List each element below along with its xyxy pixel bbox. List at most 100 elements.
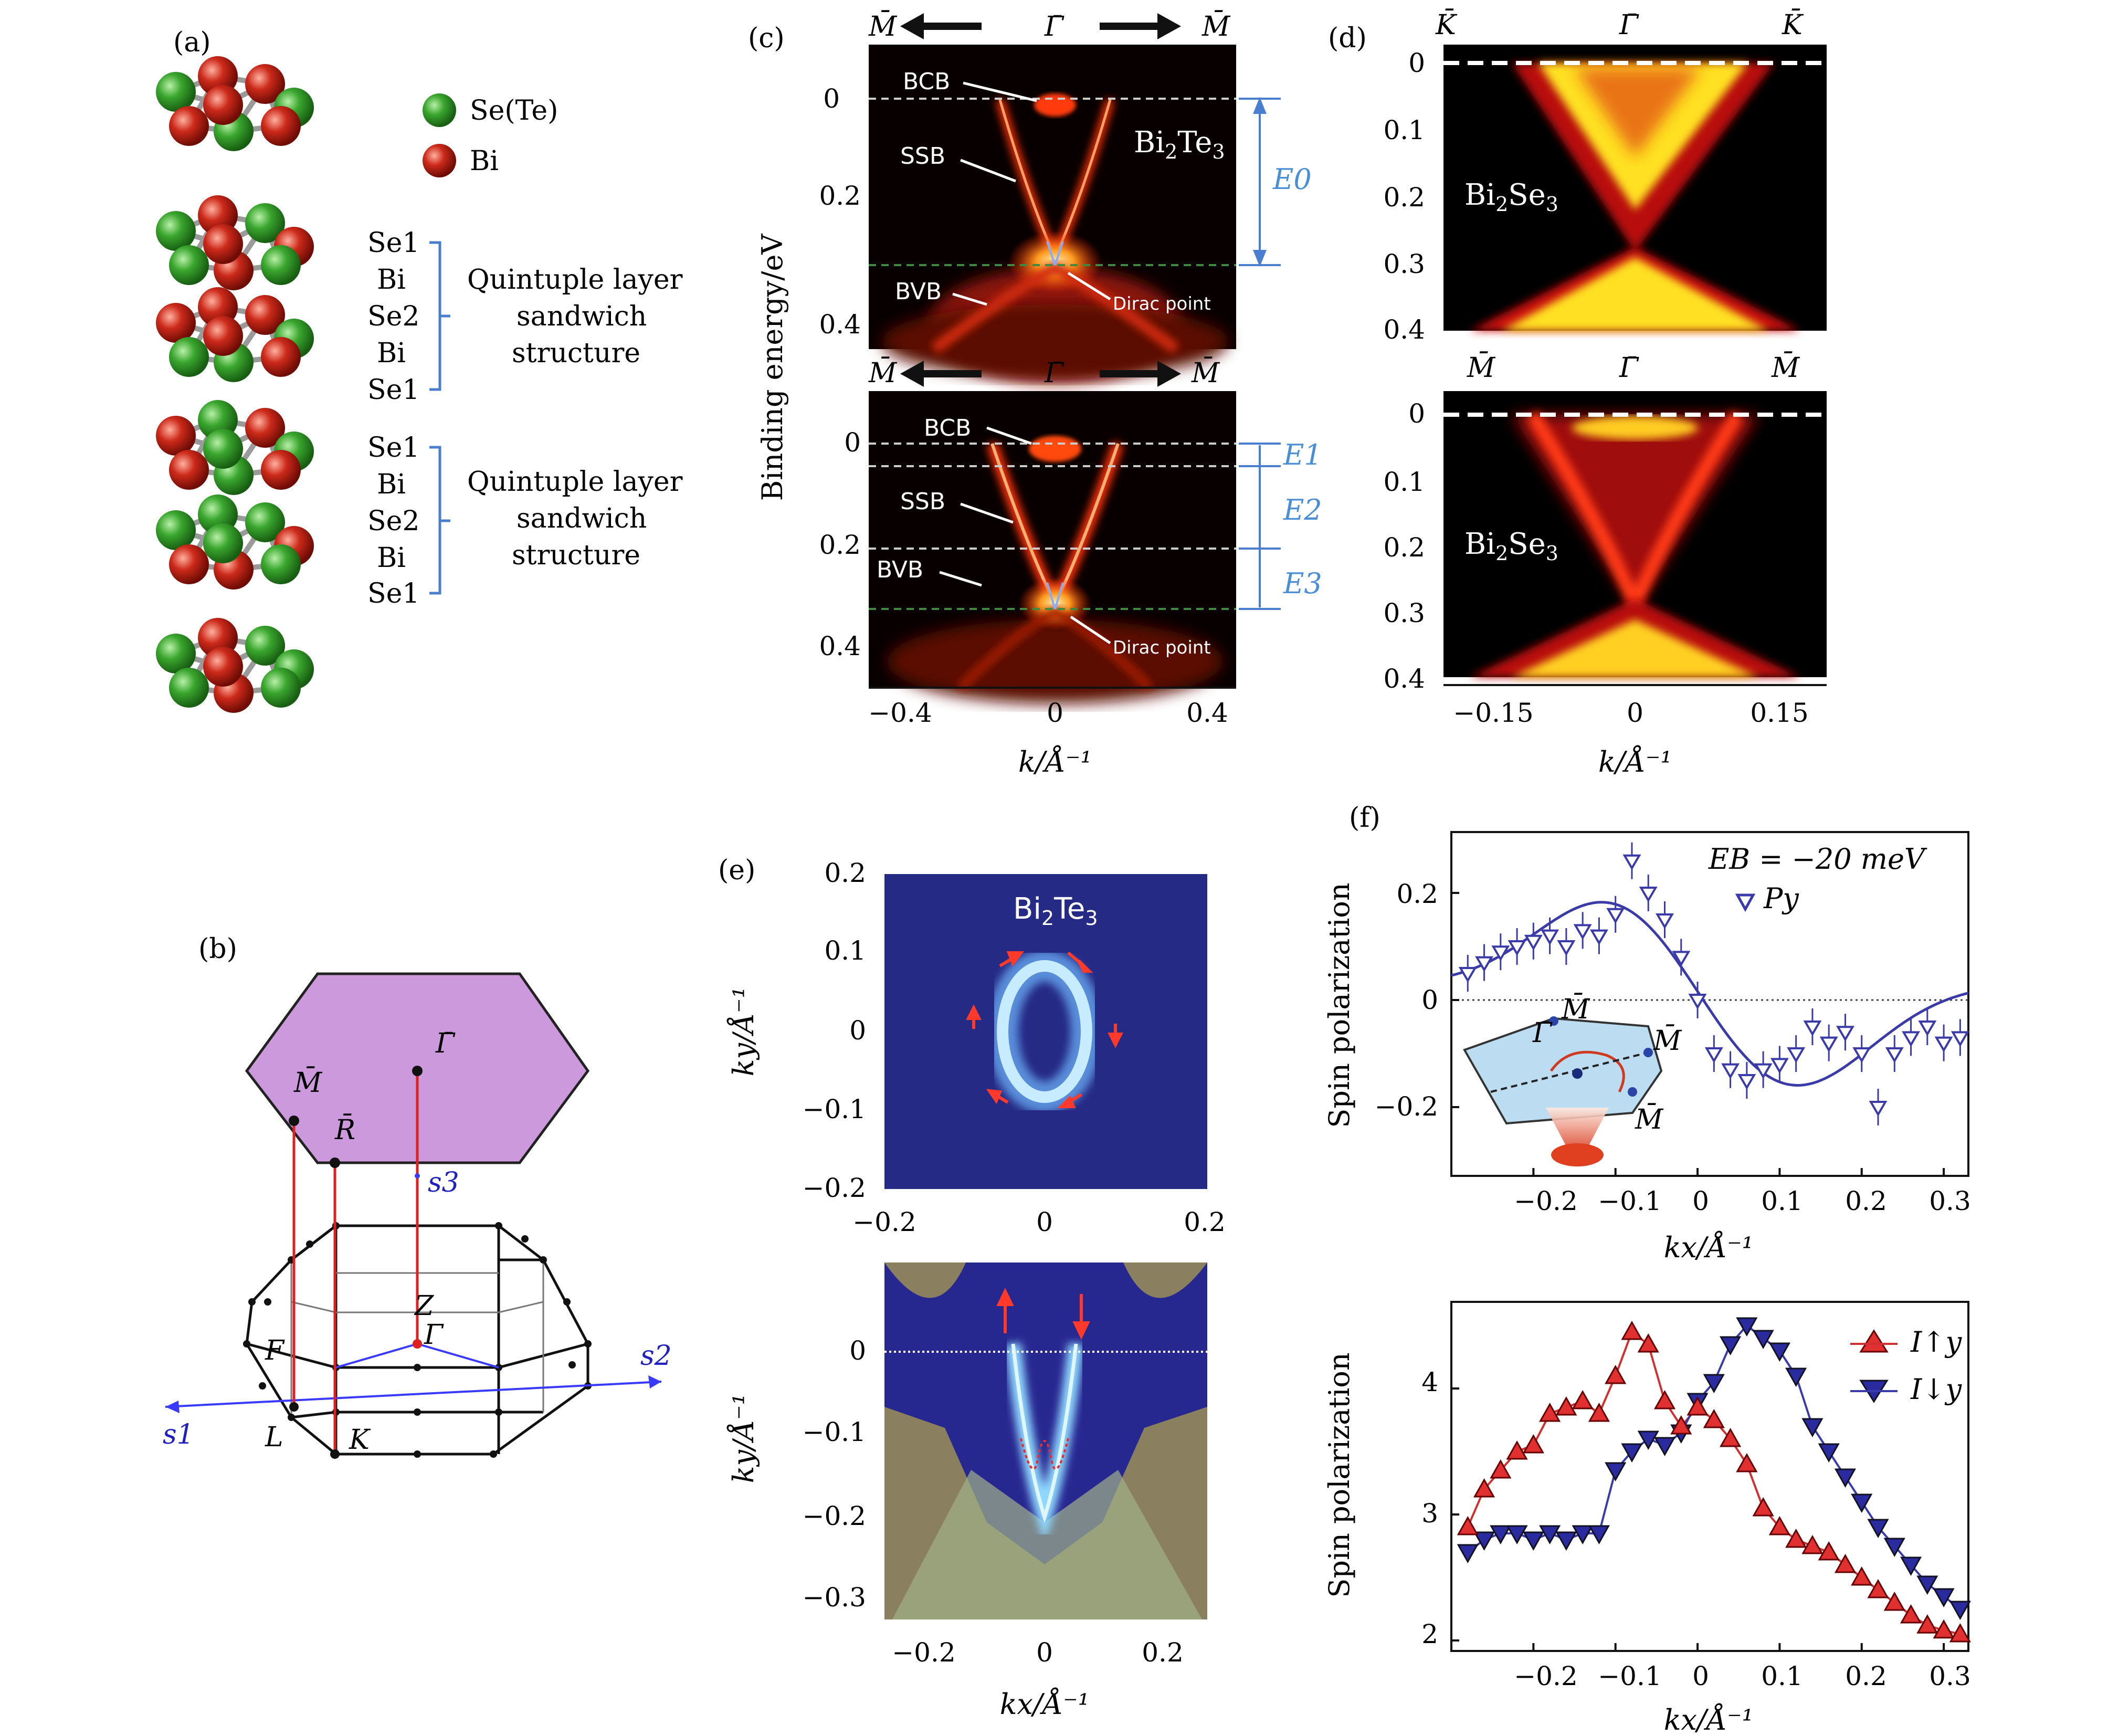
f-top-ytick: 0.2 xyxy=(1396,879,1438,909)
crystal-layer xyxy=(156,287,314,382)
iup-point xyxy=(1522,1434,1544,1454)
bi-atom xyxy=(245,408,285,448)
c-ytick: 0.2 xyxy=(819,530,861,560)
dir-left: M̄ xyxy=(868,357,898,389)
idown-point xyxy=(1883,1538,1905,1558)
s1-s2-axis xyxy=(165,1381,662,1408)
d-material-label: Bi2Se3 xyxy=(1464,178,1558,216)
iup-point xyxy=(1473,1478,1495,1498)
panel-a-label: (a) xyxy=(173,27,211,58)
py-point xyxy=(1508,940,1526,956)
py-point xyxy=(1836,1026,1854,1042)
bi-atom xyxy=(261,337,301,377)
e-xtick: −0.2 xyxy=(892,1637,955,1668)
d-dir-right: K̄ xyxy=(1782,9,1804,41)
bi-atom xyxy=(169,450,209,490)
e-ytick: 0.1 xyxy=(824,935,866,966)
band-dispersion-map xyxy=(884,1262,1207,1619)
iup-point xyxy=(1670,1415,1692,1435)
s1-label: s1 xyxy=(163,1419,194,1450)
k-point xyxy=(330,1449,340,1459)
bi-atom xyxy=(261,450,301,490)
iup-point xyxy=(1720,1427,1742,1447)
f-bottom-xlabel: kx/Å⁻¹ xyxy=(1664,1702,1754,1736)
idown-point xyxy=(1621,1443,1643,1463)
f-top-xtick: 0.3 xyxy=(1929,1186,1971,1216)
bcb-label: BCB xyxy=(924,415,971,441)
crystal-layer xyxy=(156,195,314,290)
spin-arrows xyxy=(966,951,1123,1108)
py-point xyxy=(1622,854,1641,870)
f-bottom-ticks xyxy=(1451,1387,1945,1651)
f-top-xlabel: kx/Å⁻¹ xyxy=(1664,1230,1754,1264)
dir-left: M̄ xyxy=(868,10,898,43)
layer-se1: Se1 xyxy=(367,227,419,259)
z-label: Z xyxy=(414,1290,434,1322)
py-point xyxy=(1737,1074,1756,1090)
f-top-ylabel: Spin polarization xyxy=(1323,882,1356,1128)
ssb-label: SSB xyxy=(900,488,945,515)
e0-label: E0 xyxy=(1272,163,1312,196)
se-legend-atom xyxy=(423,93,456,127)
se-atom xyxy=(245,203,285,243)
bi-atom xyxy=(245,64,285,104)
d-xtick: 0 xyxy=(1627,698,1643,728)
panel-d-label: (d) xyxy=(1328,23,1367,54)
idown-point xyxy=(1490,1525,1512,1545)
bcb-label: BCB xyxy=(903,68,950,95)
arpes-d-bottom: Bi2Se3 xyxy=(1443,391,1827,677)
d-xtick: −0.15 xyxy=(1453,698,1533,728)
bi-atom xyxy=(245,295,285,335)
py-point xyxy=(1869,1101,1888,1117)
panel-d: (d) K̄ Γ̄ K̄ Bi2Se3 0 0.1 0.2 0.3 0.4 M̄… xyxy=(1328,9,1827,778)
layer-se1: Se1 xyxy=(367,374,419,406)
idown-point xyxy=(1703,1374,1725,1394)
iup-legend-marker xyxy=(1859,1329,1889,1353)
layer-se1: Se1 xyxy=(367,578,419,609)
brace-label-line1: Quintuple layer xyxy=(467,466,683,498)
se-atom xyxy=(156,510,196,550)
se-atom xyxy=(156,72,196,112)
se-atom xyxy=(156,634,196,674)
idown-point xyxy=(1572,1525,1594,1545)
iup-point xyxy=(1752,1497,1774,1517)
d-xlabel: k/Å⁻¹ xyxy=(1598,744,1672,778)
f-top-frame xyxy=(1450,831,1969,1177)
iup-point xyxy=(1605,1364,1627,1384)
f-top-fit-curve xyxy=(1451,901,1969,1087)
iup-point xyxy=(1900,1604,1922,1624)
d-ytick: 0.1 xyxy=(1383,115,1425,145)
py-point xyxy=(1885,1047,1904,1063)
layer-labels-lower: Se1 Bi Se2 Bi Se1 Quintuple layer sandwi… xyxy=(367,432,683,609)
e-ylabel: ky/Å⁻¹ xyxy=(726,987,760,1077)
idown-point xyxy=(1785,1367,1807,1387)
m-bar-label: M̄ xyxy=(293,1067,323,1099)
bi-atom xyxy=(203,224,243,264)
iup-point xyxy=(1933,1619,1955,1639)
panel-f-label: (f) xyxy=(1349,802,1380,834)
e-ytick: 0 xyxy=(849,1335,866,1366)
idown-point xyxy=(1752,1330,1774,1350)
brace-lower xyxy=(429,446,450,595)
idown-point xyxy=(1555,1531,1577,1551)
f-top-ytick: −0.2 xyxy=(1375,1091,1438,1122)
f-top-ticks xyxy=(1451,892,1945,1176)
crystal-layer xyxy=(156,618,314,713)
brace-label-line1: Quintuple layer xyxy=(467,264,683,296)
f-top-xtick: −0.1 xyxy=(1598,1186,1661,1216)
d-dir-center: Γ̄ xyxy=(1619,352,1639,384)
c-ytick: 0.4 xyxy=(819,309,861,340)
e-xtick: 0.2 xyxy=(1142,1637,1184,1668)
iup-point xyxy=(1949,1623,1971,1643)
py-point xyxy=(1688,994,1707,1009)
gamma-bar-label: Γ̄ xyxy=(435,1028,456,1059)
iup-point xyxy=(1457,1516,1479,1535)
bi-atom xyxy=(156,416,196,456)
panel-a: (a) Se(Te) Bi Se1 Bi Se2 Bi Se1 Quintupl… xyxy=(156,27,683,713)
f-bottom-ytick: 2 xyxy=(1421,1619,1438,1649)
e0-range xyxy=(1239,97,1281,267)
iup-point xyxy=(1768,1516,1790,1535)
py-point xyxy=(1491,945,1510,962)
py-point xyxy=(1852,1047,1871,1063)
